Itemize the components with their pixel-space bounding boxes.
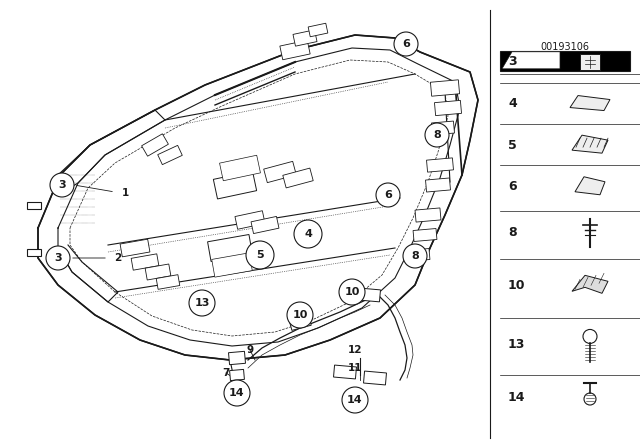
Polygon shape (141, 134, 168, 156)
Polygon shape (157, 145, 182, 164)
FancyBboxPatch shape (500, 51, 630, 71)
Text: 13: 13 (508, 338, 525, 351)
Polygon shape (27, 249, 41, 255)
Text: 10: 10 (292, 310, 308, 320)
Text: 13: 13 (195, 298, 210, 308)
Polygon shape (207, 234, 252, 262)
Text: 3: 3 (54, 253, 62, 263)
Text: 00193106: 00193106 (541, 42, 589, 52)
Polygon shape (289, 314, 311, 330)
Polygon shape (572, 135, 608, 153)
Polygon shape (293, 30, 317, 46)
Circle shape (339, 279, 365, 305)
Circle shape (342, 387, 368, 413)
Text: 10: 10 (344, 287, 360, 297)
Polygon shape (580, 54, 600, 70)
Circle shape (403, 244, 427, 268)
Text: 6: 6 (508, 180, 516, 193)
Text: 14: 14 (347, 395, 363, 405)
Text: 3: 3 (508, 56, 516, 69)
Text: 4: 4 (508, 97, 516, 110)
Text: 12: 12 (348, 345, 362, 355)
Polygon shape (228, 351, 246, 365)
Polygon shape (283, 168, 313, 188)
Text: 6: 6 (402, 39, 410, 49)
Circle shape (425, 123, 449, 147)
Circle shape (376, 183, 400, 207)
Polygon shape (431, 121, 454, 135)
Polygon shape (156, 275, 180, 289)
Text: 14: 14 (508, 391, 525, 404)
Text: 2: 2 (115, 253, 122, 263)
Polygon shape (406, 249, 430, 262)
Text: 8: 8 (508, 226, 516, 239)
Polygon shape (120, 239, 150, 257)
Polygon shape (212, 253, 252, 277)
Text: 9: 9 (246, 345, 253, 355)
Text: 4: 4 (304, 229, 312, 239)
Polygon shape (27, 202, 41, 208)
Polygon shape (415, 208, 441, 222)
Circle shape (294, 220, 322, 248)
Text: 10: 10 (508, 279, 525, 292)
Polygon shape (572, 276, 608, 293)
Circle shape (189, 290, 215, 316)
Polygon shape (426, 178, 451, 192)
Polygon shape (230, 370, 244, 381)
Text: 1: 1 (122, 188, 129, 198)
Polygon shape (220, 155, 260, 181)
Polygon shape (431, 80, 460, 96)
Text: 5: 5 (508, 139, 516, 152)
Polygon shape (575, 177, 605, 195)
Circle shape (287, 302, 313, 328)
Polygon shape (213, 171, 257, 199)
Text: 5: 5 (256, 250, 264, 260)
Polygon shape (38, 35, 478, 360)
Circle shape (246, 241, 274, 269)
Circle shape (46, 246, 70, 270)
Text: 11: 11 (348, 363, 362, 373)
Polygon shape (426, 158, 454, 172)
Text: 8: 8 (411, 251, 419, 261)
Circle shape (50, 173, 74, 197)
Polygon shape (308, 23, 328, 37)
Polygon shape (145, 264, 171, 280)
Polygon shape (502, 52, 560, 69)
Polygon shape (333, 365, 356, 379)
Polygon shape (570, 95, 610, 111)
Text: 6: 6 (384, 190, 392, 200)
Text: 14: 14 (229, 388, 245, 398)
Polygon shape (360, 288, 381, 302)
Polygon shape (235, 211, 265, 229)
Polygon shape (280, 40, 310, 60)
Polygon shape (364, 371, 387, 385)
Circle shape (394, 32, 418, 56)
Polygon shape (131, 254, 159, 270)
Circle shape (224, 380, 250, 406)
Text: 7: 7 (222, 368, 230, 378)
Text: 8: 8 (433, 130, 441, 140)
Polygon shape (413, 228, 437, 241)
Polygon shape (264, 161, 296, 183)
Text: 3: 3 (58, 180, 66, 190)
Polygon shape (435, 100, 461, 116)
Polygon shape (251, 216, 279, 233)
